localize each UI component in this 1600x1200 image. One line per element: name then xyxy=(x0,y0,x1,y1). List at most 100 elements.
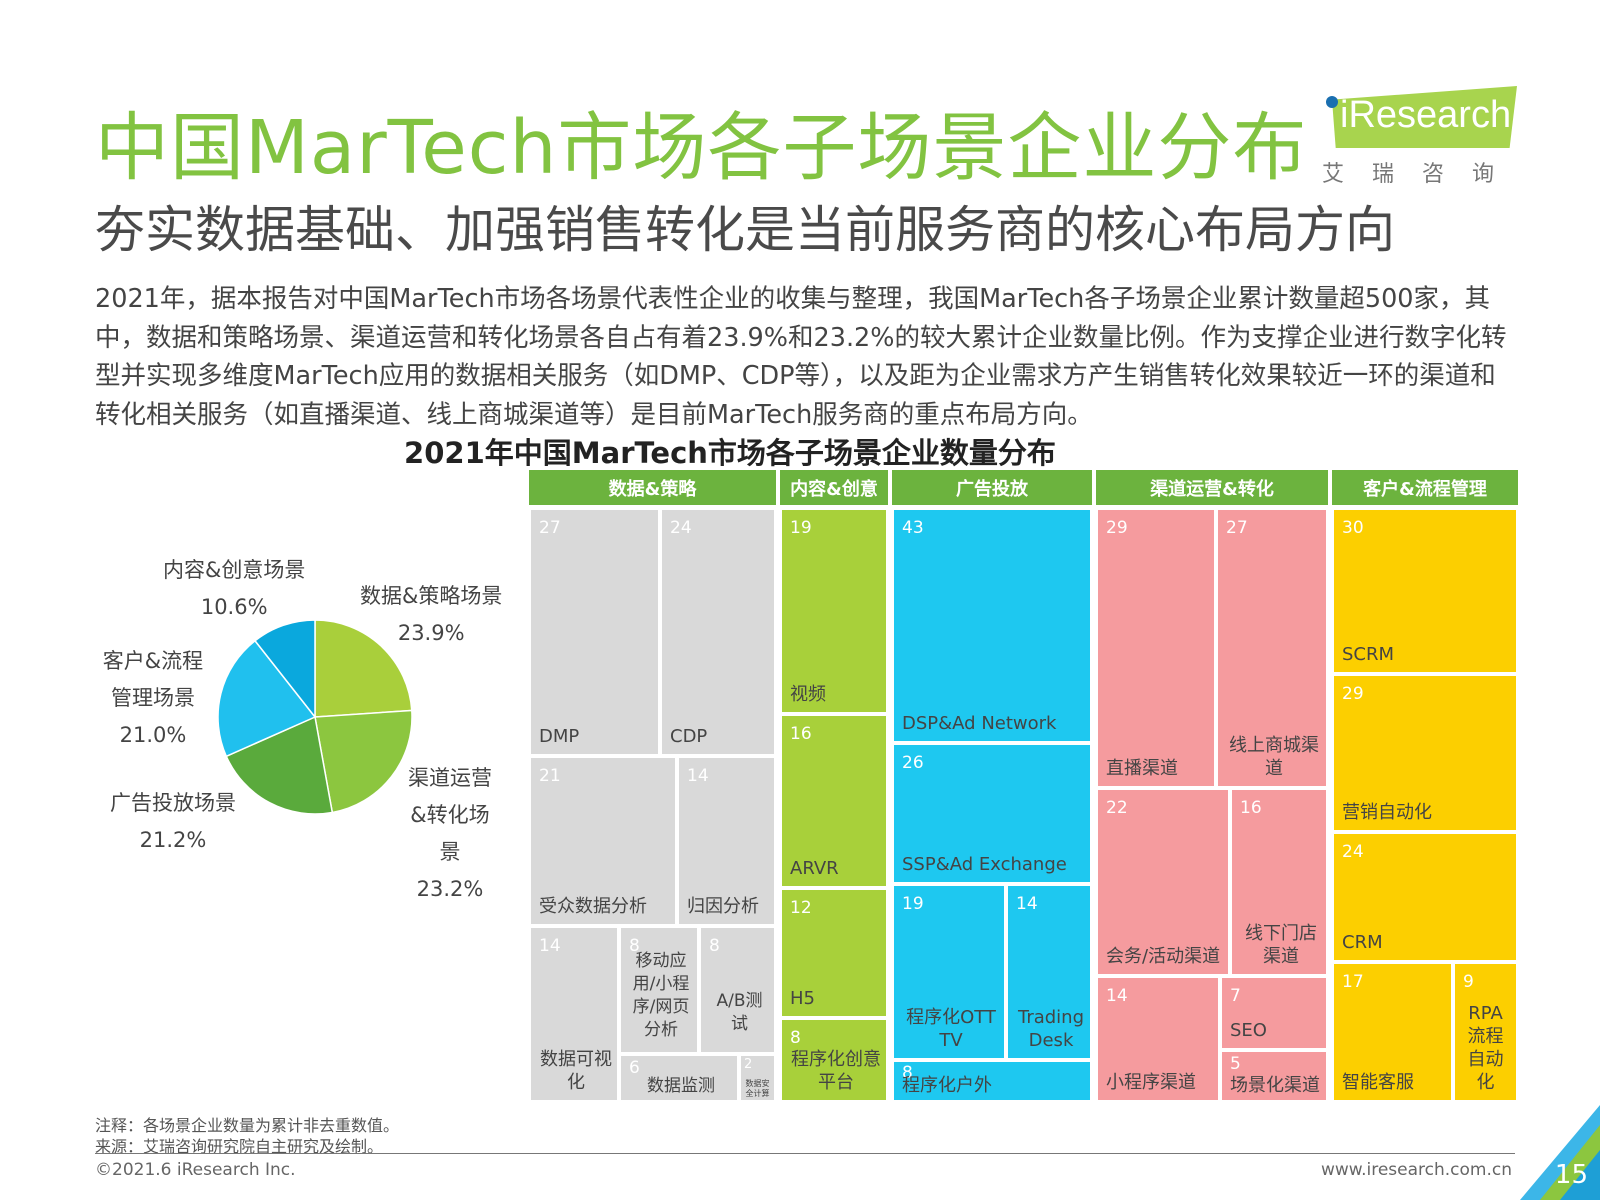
tile-value: 9 xyxy=(1463,972,1474,992)
pie-label-ads: 广告投放场景 21.2% xyxy=(110,785,236,859)
tile-value: 27 xyxy=(539,518,561,538)
treemap-tile: 29 直播渠道 xyxy=(1096,508,1216,788)
tile-value: 24 xyxy=(1342,842,1364,862)
tile-label: 线上商城渠道 xyxy=(1229,735,1319,779)
tile-label: 线下门店渠道 xyxy=(1245,923,1317,967)
tile-value: 2 xyxy=(744,1057,753,1072)
tile-value: 27 xyxy=(1226,518,1248,538)
footer-url[interactable]: www.iresearch.com.cn xyxy=(1320,1160,1512,1180)
iresearch-logo: iResearch 艾瑞咨询 xyxy=(1322,86,1523,187)
treemap-tile: 19 程序化OTT TV xyxy=(892,884,1006,1060)
tile-label: 移动应用/小程序/网页分析 xyxy=(632,951,690,1040)
tile-value: 16 xyxy=(1240,798,1262,818)
tile-value: 5 xyxy=(1230,1054,1241,1074)
body-paragraph: 2021年，据本报告对中国MarTech市场各场景代表性企业的收集与整理，我国M… xyxy=(95,284,1507,430)
page-number: 15 xyxy=(1554,1160,1588,1190)
copyright: ©2021.6 iResearch Inc. xyxy=(95,1160,296,1180)
page-title: 中国MarTech市场各子场景企业分布 xyxy=(95,105,1308,191)
tile-label: 程序化户外 xyxy=(902,1075,992,1096)
tile-value: 14 xyxy=(539,936,561,956)
treemap-tile: 14 小程序渠道 xyxy=(1096,976,1220,1102)
pie-label-value: 21.2% xyxy=(139,828,207,852)
tile-label: 场景化渠道 xyxy=(1230,1075,1320,1096)
tile-label: SEO xyxy=(1230,1020,1267,1041)
pie-slice-1 xyxy=(314,709,413,814)
tile-label: RPA流程自动化 xyxy=(1467,1003,1504,1093)
tile-label: 小程序渠道 xyxy=(1106,1072,1196,1093)
footer-divider xyxy=(95,1153,1515,1154)
page-subtitle: 夯实数据基础、加强销售转化是当前服务商的核心布局方向 xyxy=(95,201,1395,259)
tile-value: 6 xyxy=(629,1058,640,1078)
treemap-tile: 12 H5 xyxy=(780,888,888,1018)
tile-value: 29 xyxy=(1342,684,1364,704)
treemap-tile: 27 DMP xyxy=(529,508,660,756)
category-header-ads: 广告投放 xyxy=(892,470,1092,505)
source-note: 来源：艾瑞咨询研究院自主研究及绘制。 xyxy=(95,1137,384,1156)
pie-label-name: 广告投放场景 xyxy=(110,791,236,815)
pie-label-data-strategy: 数据&策略场景 23.9% xyxy=(360,578,502,652)
pie-label-name: 客户&流程管理场景 xyxy=(102,649,204,710)
treemap-tile: 24 CRM xyxy=(1332,832,1518,962)
pie-label-value: 23.9% xyxy=(397,621,465,645)
treemap-tile: 6 数据监测 xyxy=(619,1054,739,1102)
tile-label: SCRM xyxy=(1342,644,1395,665)
treemap-tile: 8 程序化户外 xyxy=(892,1060,1092,1102)
tile-value: 21 xyxy=(539,766,561,786)
treemap-tile: 8 程序化创意平台 xyxy=(780,1018,888,1102)
treemap-tile: 16 ARVR xyxy=(780,714,888,888)
tile-label: DSP&Ad Network xyxy=(902,713,1057,734)
tile-label: 数据安全计算 xyxy=(745,1079,770,1098)
pie-slice-3 xyxy=(217,639,317,758)
treemap-tile: 5 场景化渠道 xyxy=(1220,1050,1328,1102)
pie-label-value: 21.0% xyxy=(119,723,187,747)
treemap-tile: 14 数据可视化 xyxy=(529,926,619,1102)
tile-label: 数据监测 xyxy=(647,1076,715,1096)
corner-decoration xyxy=(1520,1105,1600,1200)
treemap-tile: 22 会务/活动渠道 xyxy=(1096,788,1230,976)
treemap-tile: 19 视频 xyxy=(780,508,888,714)
category-header-content: 内容&创意 xyxy=(780,470,888,505)
tile-label: 程序化创意平台 xyxy=(791,1049,881,1093)
pie-slice-2 xyxy=(225,715,334,815)
tile-label: 受众数据分析 xyxy=(539,896,647,917)
logo-chinese-text: 艾瑞咨询 xyxy=(1322,162,1523,187)
treemap-title: 2021年中国MarTech市场各子场景企业数量分布 xyxy=(404,436,1056,470)
tile-value: 8 xyxy=(709,936,720,956)
pie-label-name: 数据&策略场景 xyxy=(360,584,503,608)
pie-label-customer: 客户&流程管理场景 21.0% xyxy=(97,643,209,754)
pie-slice-4 xyxy=(253,619,316,720)
pie-label-content: 内容&创意场景 10.6% xyxy=(163,552,305,626)
tile-label: 数据可视化 xyxy=(540,1049,612,1093)
treemap-tile: 9 RPA流程自动化 xyxy=(1453,962,1518,1102)
tile-label: 直播渠道 xyxy=(1106,758,1178,779)
tile-label: 智能客服 xyxy=(1342,1072,1414,1093)
tile-value: 30 xyxy=(1342,518,1364,538)
tile-label: 视频 xyxy=(790,684,826,705)
tile-label: H5 xyxy=(790,988,815,1009)
treemap-tile: 7 SEO xyxy=(1220,976,1328,1050)
category-header-customer: 客户&流程管理 xyxy=(1332,470,1518,505)
treemap-tile: 27 线上商城渠道 xyxy=(1216,508,1328,788)
tile-label: CRM xyxy=(1342,932,1383,953)
treemap-tile: 21 受众数据分析 xyxy=(529,756,677,926)
treemap-tile: 8 A/B测试 xyxy=(699,926,776,1054)
category-header-channel: 渠道运营&转化 xyxy=(1096,470,1328,505)
tile-value: 14 xyxy=(1016,894,1038,914)
treemap-tile: 30 SCRM xyxy=(1332,508,1518,674)
pie-chart xyxy=(217,619,413,815)
tile-value: 19 xyxy=(790,518,812,538)
treemap-tile: 2 数据安全计算 xyxy=(739,1054,776,1102)
treemap-tile: 17 智能客服 xyxy=(1332,962,1453,1102)
tile-value: 26 xyxy=(902,753,924,773)
treemap-tile: 43 DSP&Ad Network xyxy=(892,508,1092,743)
tile-value: 16 xyxy=(790,724,812,744)
pie-label-name: 渠道运营&转化场景 xyxy=(408,766,492,864)
tile-value: 7 xyxy=(1230,986,1241,1006)
pie-slice-0 xyxy=(314,619,413,718)
tile-label: A/B测试 xyxy=(716,991,763,1034)
tile-value: 24 xyxy=(670,518,692,538)
tile-value: 17 xyxy=(1342,972,1364,992)
category-header-data-strategy: 数据&策略 xyxy=(529,470,776,505)
treemap-tile: 16 线下门店渠道 xyxy=(1230,788,1328,976)
tile-label: 程序化OTT TV xyxy=(906,1007,996,1051)
